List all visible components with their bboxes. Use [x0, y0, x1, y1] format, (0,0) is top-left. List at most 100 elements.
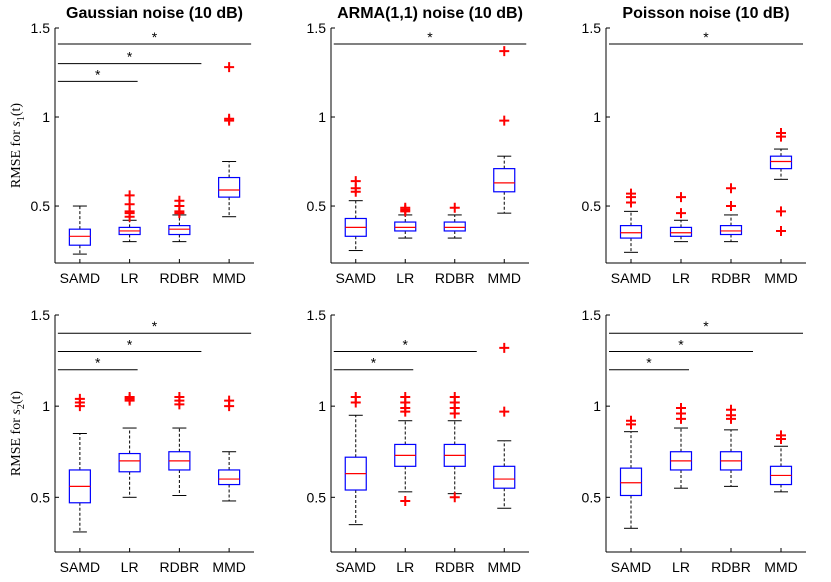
- y-tick-label: 1.5: [582, 307, 602, 323]
- y-axis-label: RMSE for s1(t): [9, 103, 27, 188]
- box-samd: [68, 393, 91, 533]
- significance-star: *: [703, 318, 709, 334]
- iqr-box: [619, 225, 643, 239]
- outlier-marker: [74, 393, 85, 404]
- outlier-marker: [449, 392, 460, 403]
- outlier-marker: [400, 495, 411, 506]
- box-rdbr: [443, 392, 466, 503]
- box-lr: [118, 190, 141, 243]
- y-tick-label: 0.5: [31, 198, 51, 214]
- significance-star: *: [678, 336, 684, 352]
- outlier-marker: [174, 392, 185, 403]
- significance-star: *: [427, 29, 433, 45]
- significance-star: *: [95, 66, 101, 82]
- outlier-marker: [400, 392, 411, 403]
- iqr-box: [769, 155, 793, 170]
- chart-panel-6: 0.5 1 1.5 SAMD LR RDBR MMD * * *: [582, 307, 806, 575]
- outlier-marker: [400, 202, 411, 213]
- iqr-box: [443, 221, 466, 232]
- outlier-marker: [499, 115, 510, 126]
- y-tick-label: 0.5: [31, 489, 51, 505]
- chart-panel-2: 0.5 1 1.5 SAMD LR RDBR MMD ARMA(1,1) noise (10 …: [307, 5, 529, 286]
- outlier-marker: [676, 192, 686, 203]
- iqr-box: [218, 469, 241, 486]
- significance-star: *: [152, 318, 158, 334]
- significance-star: *: [95, 355, 101, 371]
- box-rdbr: [443, 202, 466, 239]
- box-mmd: [218, 395, 241, 502]
- outlier-marker: [449, 492, 460, 503]
- chart-panel-3: 0.5 1 1.5 SAMD LR RDBR MMD Poisson noise (10 dB…: [582, 5, 806, 286]
- x-tick-label: MMD: [212, 559, 245, 575]
- y-tick-label: 1: [42, 398, 50, 414]
- box-rdbr: [719, 404, 743, 487]
- iqr-box: [619, 467, 643, 497]
- x-tick-label: MMD: [764, 559, 797, 575]
- outlier-marker: [224, 62, 235, 73]
- box-mmd: [769, 128, 793, 236]
- x-tick-label: SAMD: [336, 559, 376, 575]
- box-samd: [619, 415, 643, 529]
- significance-star: *: [152, 29, 158, 45]
- box-rdbr: [168, 392, 191, 496]
- outlier-marker: [224, 113, 235, 124]
- significance-star: *: [703, 29, 709, 45]
- x-tick-label: MMD: [212, 270, 245, 286]
- y-tick-label: 0.5: [307, 198, 327, 214]
- box-lr: [394, 202, 417, 239]
- box-lr: [118, 392, 141, 498]
- outlier-marker: [626, 188, 636, 199]
- x-tick-label: RDBR: [435, 270, 475, 286]
- outlier-marker: [726, 201, 736, 212]
- chart-panel-4: 0.5 1 1.5 SAMD LR RDBR MMD RMSE for s2(t) * * *: [9, 307, 254, 575]
- box-mmd: [218, 62, 241, 218]
- iqr-box: [719, 225, 743, 236]
- outlier-marker: [776, 206, 786, 217]
- chart-title: Poisson noise (10 dB): [622, 5, 789, 22]
- x-tick-label: RDBR: [711, 559, 751, 575]
- box-samd: [68, 205, 91, 255]
- x-tick-label: LR: [672, 270, 690, 286]
- x-tick-label: LR: [396, 270, 414, 286]
- outlier-marker: [124, 199, 135, 210]
- box-lr: [669, 192, 693, 243]
- outlier-marker: [350, 176, 361, 187]
- outlier-marker: [776, 225, 786, 236]
- significance-star: *: [127, 336, 133, 352]
- chart-title: Gaussian noise (10 dB): [66, 5, 243, 22]
- y-tick-label: 0.5: [307, 489, 327, 505]
- iqr-box: [493, 465, 516, 489]
- y-tick-label: 0.5: [582, 489, 602, 505]
- outlier-marker: [499, 406, 510, 417]
- outlier-marker: [124, 190, 135, 201]
- box-samd: [344, 392, 367, 526]
- box-mmd: [493, 46, 516, 214]
- iqr-box: [68, 228, 91, 246]
- box-mmd: [769, 430, 793, 493]
- y-tick-label: 1: [593, 109, 601, 125]
- outlier-marker: [776, 128, 786, 139]
- y-tick-label: 1: [318, 398, 326, 414]
- outlier-marker: [449, 202, 460, 213]
- outlier-marker: [499, 342, 510, 353]
- y-tick-label: 1: [42, 109, 50, 125]
- outlier-marker: [726, 183, 736, 194]
- x-tick-label: SAMD: [60, 559, 100, 575]
- outlier-marker: [124, 392, 135, 403]
- iqr-box: [669, 226, 693, 237]
- y-tick-label: 1.5: [307, 20, 327, 36]
- outlier-marker: [224, 395, 235, 406]
- outlier-marker: [626, 415, 636, 426]
- box-samd: [344, 176, 367, 252]
- iqr-box: [168, 225, 191, 236]
- x-tick-label: SAMD: [611, 559, 651, 575]
- y-tick-label: 1.5: [31, 307, 51, 323]
- significance-star: *: [127, 49, 133, 65]
- x-tick-label: RDBR: [711, 270, 751, 286]
- box-rdbr: [168, 195, 191, 243]
- iqr-box: [118, 452, 141, 473]
- box-lr: [669, 402, 693, 489]
- box-lr: [394, 392, 417, 506]
- significance-star: *: [371, 355, 377, 371]
